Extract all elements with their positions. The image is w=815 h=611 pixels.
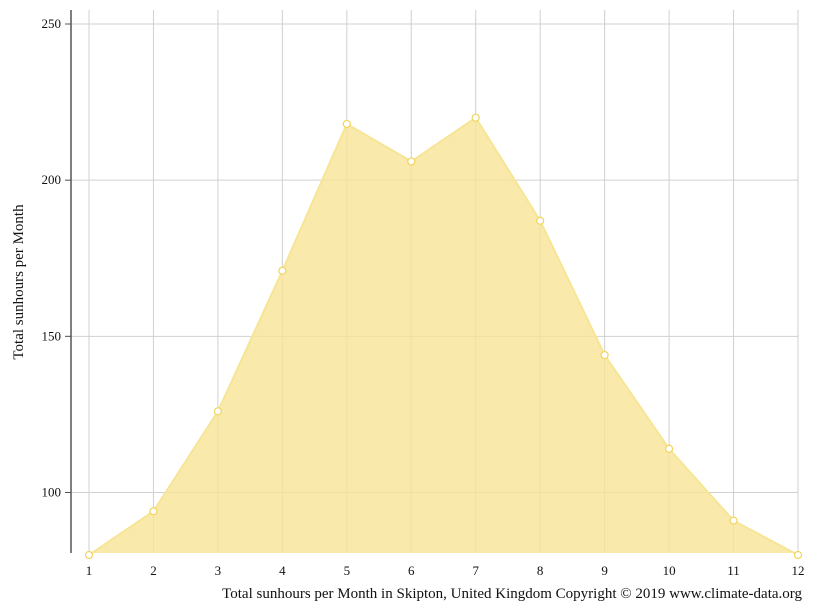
data-point-11	[729, 516, 738, 525]
x-tick-label: 1	[86, 563, 93, 578]
data-point-10	[664, 444, 674, 453]
data-point-12	[793, 550, 803, 560]
data-point-5	[342, 119, 351, 129]
data-point-7	[471, 113, 480, 122]
x-tick-label: 9	[601, 563, 608, 578]
x-tick-label: 10	[663, 563, 676, 578]
x-tick-label: 7	[472, 563, 479, 578]
y-tick-label: 100	[42, 485, 62, 500]
y-axis-title: Total sunhours per Month	[11, 204, 27, 360]
x-tick-label: 4	[279, 563, 286, 578]
x-tick-label: 5	[344, 563, 351, 578]
data-point-2	[149, 507, 158, 516]
x-tick-label: 11	[727, 563, 740, 578]
area-fill	[89, 117, 798, 555]
x-tick-label: 3	[215, 563, 222, 578]
x-tick-label: 6	[408, 563, 415, 578]
y-tick-label: 200	[42, 172, 62, 187]
data-point-6	[407, 157, 416, 166]
data-point-1	[84, 550, 94, 560]
x-tick-label: 8	[537, 563, 544, 578]
data-point-9	[600, 350, 609, 360]
data-points	[84, 113, 803, 560]
data-point-3	[213, 407, 223, 416]
chart-caption: Total sunhours per Month in Skipton, Uni…	[222, 586, 802, 602]
x-tick-labels: 1 2 3 4 5 6 7 8 9 10 11 12	[86, 563, 805, 578]
y-tick-labels: 100 150 200 250	[42, 16, 71, 500]
x-tick-label: 2	[150, 563, 157, 578]
data-point-8	[536, 216, 545, 225]
y-tick-label: 250	[42, 16, 62, 31]
data-point-4	[278, 266, 287, 275]
y-tick-label: 150	[42, 328, 62, 343]
series-line	[88, 116, 799, 556]
x-tick-label: 12	[792, 563, 805, 578]
area-series	[88, 116, 799, 556]
